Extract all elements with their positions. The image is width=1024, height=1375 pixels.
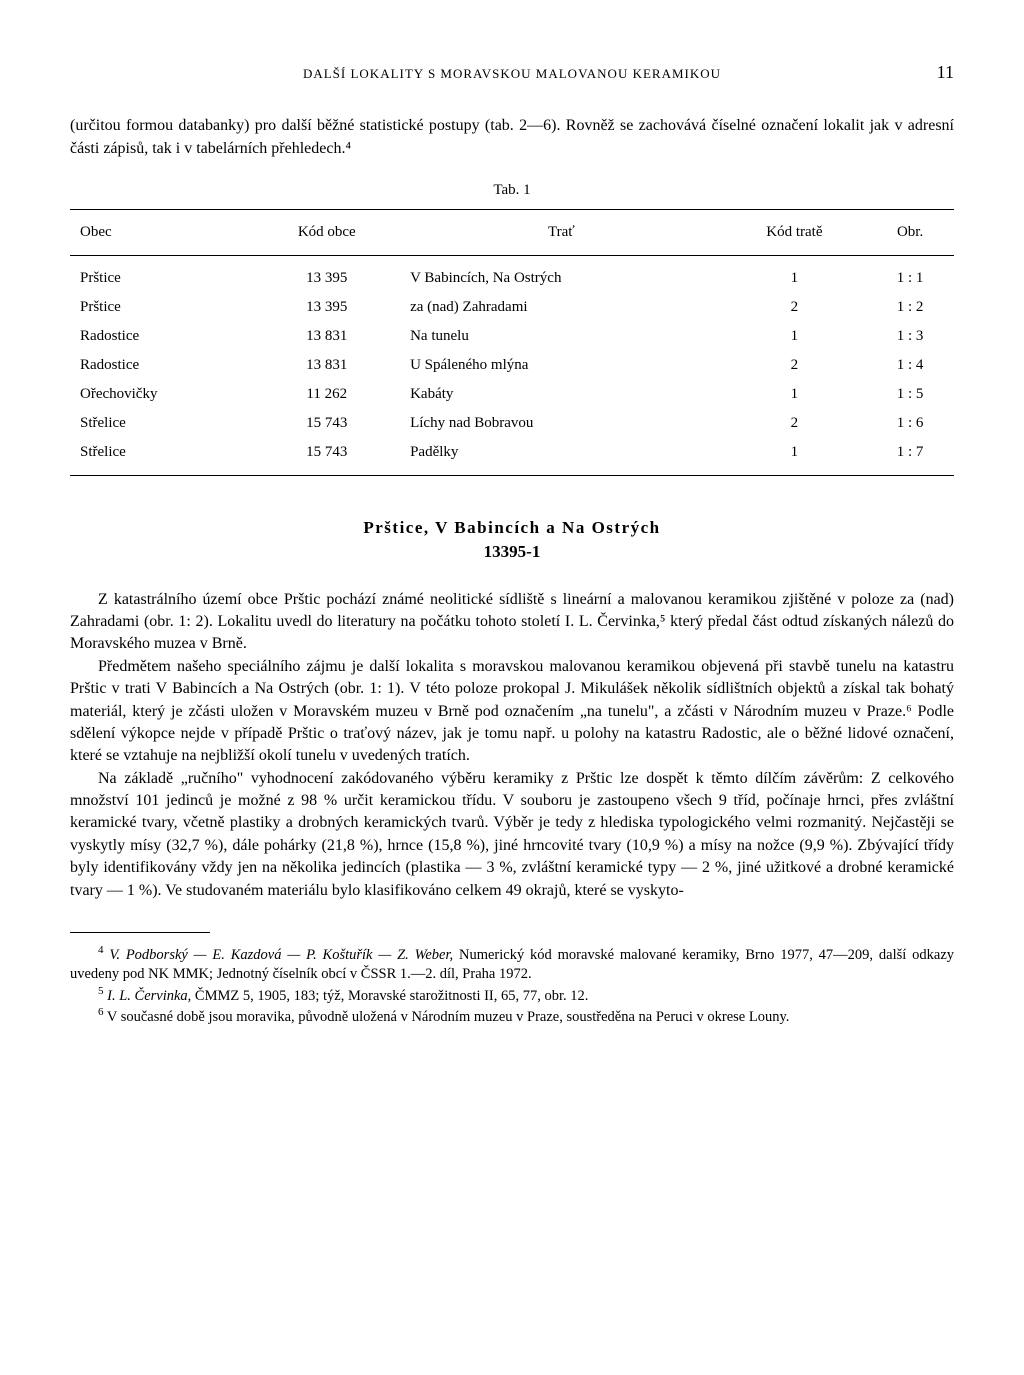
cell: 1 <box>723 322 866 351</box>
cell: Prštice <box>70 255 253 293</box>
cell: 1 <box>723 438 866 476</box>
cell: 13 395 <box>253 255 400 293</box>
section-code: 13395-1 <box>70 540 954 564</box>
cell: Radostice <box>70 322 253 351</box>
footnote-authors: V. Podborský — E. Kazdová — P. Koštuřík … <box>109 947 453 963</box>
cell: 2 <box>723 409 866 438</box>
cell: 13 831 <box>253 351 400 380</box>
cell: 1 : 2 <box>866 293 954 322</box>
cell: 1 <box>723 380 866 409</box>
table-row: Střelice 15 743 Líchy nad Bobravou 2 1 :… <box>70 409 954 438</box>
table-row: Střelice 15 743 Padělky 1 1 : 7 <box>70 438 954 476</box>
footnote-divider <box>70 932 210 933</box>
footnote-marker: 6 <box>98 1006 104 1018</box>
cell: 1 : 7 <box>866 438 954 476</box>
col-obec: Obec <box>70 209 253 255</box>
cell: Střelice <box>70 409 253 438</box>
cell: 1 : 4 <box>866 351 954 380</box>
cell: 11 262 <box>253 380 400 409</box>
body-paragraph-2: Předmětem našeho speciálního zájmu je da… <box>70 656 954 768</box>
body-paragraph-1: Z katastrálního území obce Prštic pocház… <box>70 589 954 656</box>
table-row: Prštice 13 395 V Babincích, Na Ostrých 1… <box>70 255 954 293</box>
table-row: Prštice 13 395 za (nad) Zahradami 2 1 : … <box>70 293 954 322</box>
cell: Radostice <box>70 351 253 380</box>
data-table: Obec Kód obce Trať Kód tratě Obr. Prštic… <box>70 209 954 476</box>
cell: Padělky <box>400 438 723 476</box>
cell: 1 : 5 <box>866 380 954 409</box>
table-header-row: Obec Kód obce Trať Kód tratě Obr. <box>70 209 954 255</box>
col-kod-obce: Kód obce <box>253 209 400 255</box>
col-trat: Trať <box>400 209 723 255</box>
table-row: Ořechovičky 11 262 Kabáty 1 1 : 5 <box>70 380 954 409</box>
footnote-text: V současné době jsou moravika, původně u… <box>107 1009 790 1025</box>
cell: Kabáty <box>400 380 723 409</box>
cell: 1 : 1 <box>866 255 954 293</box>
footnote-6: 6 V současné době jsou moravika, původně… <box>70 1005 954 1027</box>
cell: 2 <box>723 351 866 380</box>
body-paragraph-3: Na základě „ručního" vyhodnocení zakódov… <box>70 768 954 902</box>
footnote-marker: 4 <box>98 944 104 956</box>
table-row: Radostice 13 831 U Spáleného mlýna 2 1 :… <box>70 351 954 380</box>
footnote-4: 4 V. Podborský — E. Kazdová — P. Koštuří… <box>70 943 954 984</box>
section-title: Prštice, V Babincích a Na Ostrých <box>70 516 954 540</box>
cell: Na tunelu <box>400 322 723 351</box>
footnote-text: ČMMZ 5, 1905, 183; týž, Moravské staroži… <box>191 987 588 1003</box>
cell: V Babincích, Na Ostrých <box>400 255 723 293</box>
footnote-author: I. L. Červinka, <box>107 987 191 1003</box>
running-title: DALŠÍ LOKALITY S MORAVSKOU MALOVANOU KER… <box>100 65 924 83</box>
cell: 1 : 6 <box>866 409 954 438</box>
table-label: Tab. 1 <box>70 180 954 201</box>
cell: U Spáleného mlýna <box>400 351 723 380</box>
col-kod-trate: Kód tratě <box>723 209 866 255</box>
cell: 1 <box>723 255 866 293</box>
footnote-marker: 5 <box>98 985 104 997</box>
footnote-5: 5 I. L. Červinka, ČMMZ 5, 1905, 183; týž… <box>70 984 954 1006</box>
cell: 1 : 3 <box>866 322 954 351</box>
table-row: Radostice 13 831 Na tunelu 1 1 : 3 <box>70 322 954 351</box>
cell: 13 831 <box>253 322 400 351</box>
cell: Prštice <box>70 293 253 322</box>
cell: Líchy nad Bobravou <box>400 409 723 438</box>
page-number: 11 <box>924 60 954 85</box>
cell: za (nad) Zahradami <box>400 293 723 322</box>
cell: 13 395 <box>253 293 400 322</box>
cell: 15 743 <box>253 438 400 476</box>
intro-paragraph: (určitou formou databanky) pro další běž… <box>70 115 954 160</box>
cell: Střelice <box>70 438 253 476</box>
cell: 15 743 <box>253 409 400 438</box>
cell: Ořechovičky <box>70 380 253 409</box>
cell: 2 <box>723 293 866 322</box>
col-obr: Obr. <box>866 209 954 255</box>
page-header: DALŠÍ LOKALITY S MORAVSKOU MALOVANOU KER… <box>70 60 954 85</box>
